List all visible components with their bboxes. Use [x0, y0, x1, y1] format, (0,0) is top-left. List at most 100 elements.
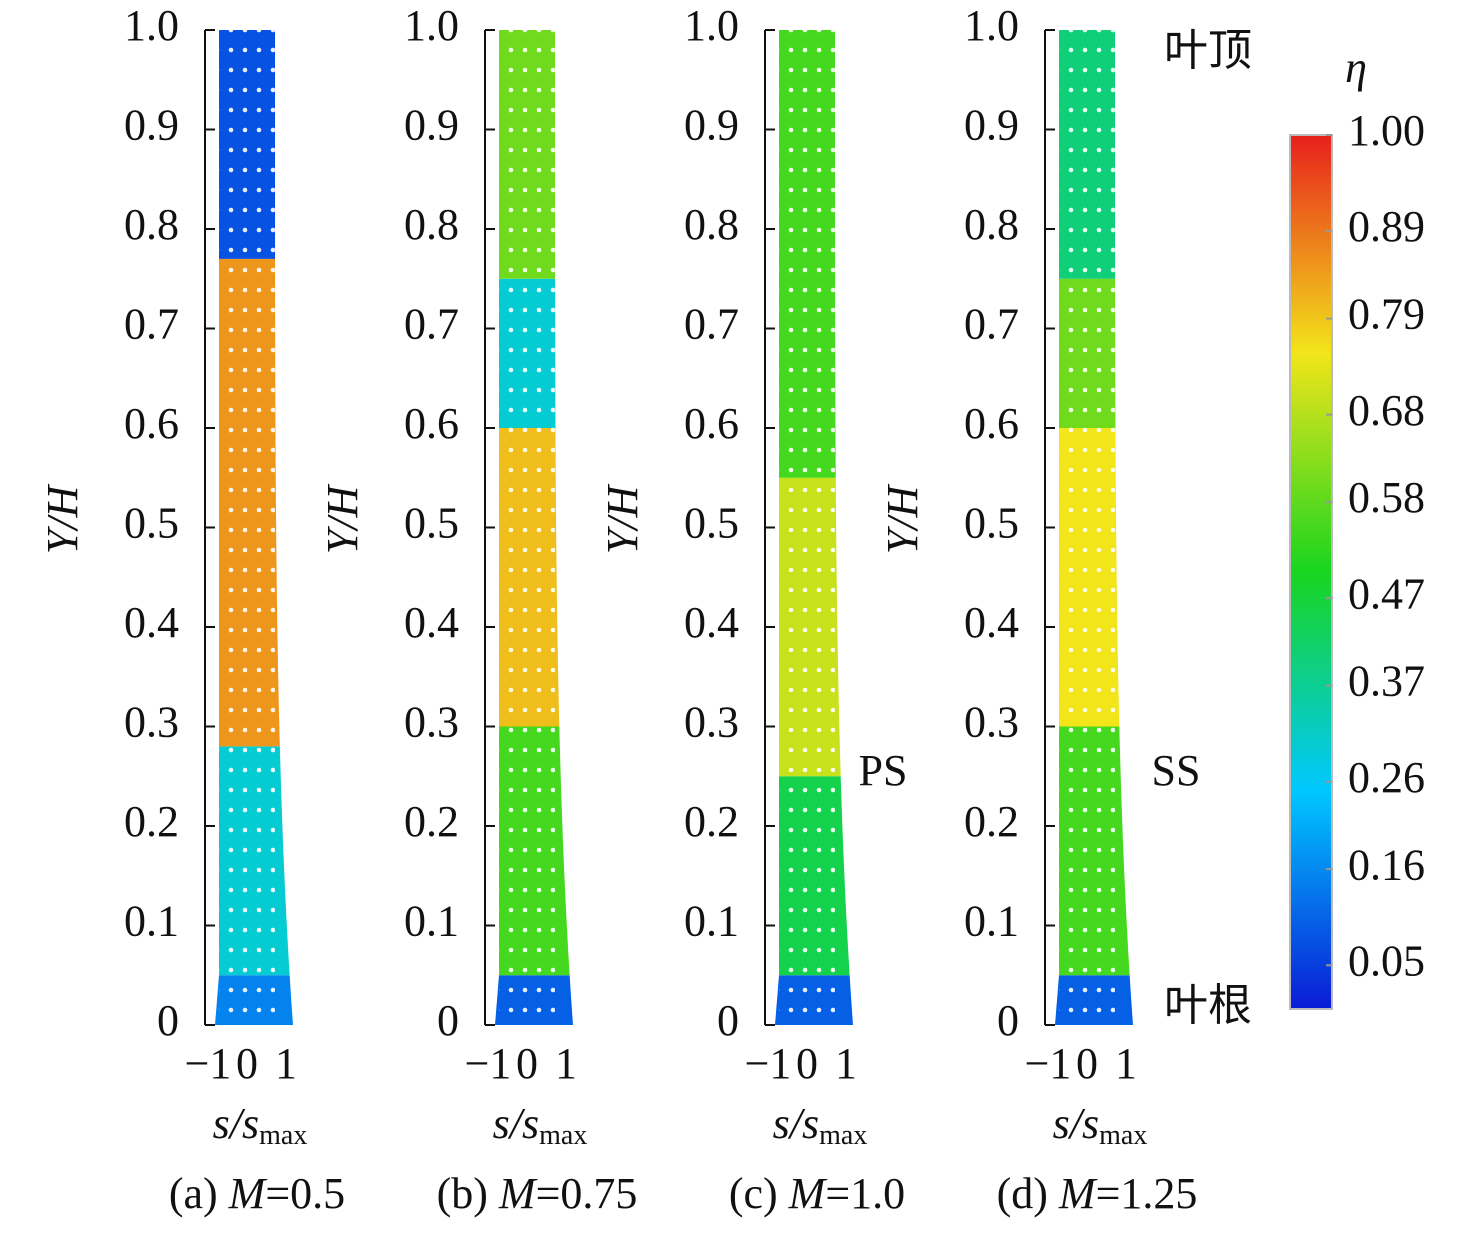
y-tick-label: 0.9: [684, 101, 739, 150]
x-label-sub: max: [539, 1120, 587, 1151]
x-axis-label: s/smax: [1053, 1099, 1148, 1151]
caption-value: 1.0: [850, 1169, 905, 1218]
y-tick-label: 0.8: [684, 200, 739, 249]
y-tick-label: 0: [157, 996, 179, 1045]
caption-param: M: [498, 1169, 538, 1218]
x-tick-label: −1: [465, 1039, 512, 1088]
caption-space: [1048, 1169, 1059, 1218]
x-tick-label: 0: [796, 1039, 818, 1088]
caption-space: [488, 1169, 499, 1218]
x-label-main: s/s: [213, 1099, 259, 1148]
colorbar: [1289, 134, 1333, 1010]
y-tick-label: 0.2: [404, 797, 459, 846]
y-tick-label: 0.6: [684, 399, 739, 448]
colorbar-tick-label: 0.58: [1348, 473, 1425, 522]
contour-panel: [1055, 30, 1133, 1025]
y-axis-label: Y/H: [318, 484, 367, 555]
colorbar-tick-label: 1.00: [1348, 106, 1425, 155]
annotation: SS: [1152, 746, 1201, 795]
cooling-holes: [499, 30, 555, 1025]
y-tick-label: 0.7: [124, 300, 179, 349]
x-axis-label: s/smax: [493, 1099, 588, 1151]
x-tick-label: 1: [1115, 1039, 1137, 1088]
colorbar-tick-label: 0.16: [1348, 840, 1425, 889]
x-label-main: s/s: [493, 1099, 539, 1148]
x-tick-label: 1: [275, 1039, 297, 1088]
y-axis-label: Y/H: [878, 484, 927, 555]
y-tick-label: 0.5: [404, 499, 459, 548]
caption-equals: =: [1096, 1169, 1121, 1218]
caption-tag: (a): [169, 1169, 218, 1218]
cooling-holes: [779, 30, 835, 1025]
colorbar-tick-label: 0.68: [1348, 386, 1425, 435]
x-axis-label: s/smax: [773, 1099, 868, 1151]
y-tick-label: 0.3: [684, 698, 739, 747]
y-tick-label: 1.0: [124, 1, 179, 50]
y-tick-label: 0.5: [124, 499, 179, 548]
contour-panel: [215, 30, 293, 1025]
annotation: 叶根: [1164, 981, 1252, 1030]
y-tick-label: 0.5: [964, 499, 1019, 548]
x-tick-label: 0: [1076, 1039, 1098, 1088]
caption-value: 1.25: [1120, 1169, 1197, 1218]
caption-value: 0.5: [290, 1169, 345, 1218]
y-tick-label: 0.4: [964, 598, 1019, 647]
y-tick-label: 0: [437, 996, 459, 1045]
y-axis-label: Y/H: [598, 484, 647, 555]
x-axis-label: s/smax: [213, 1099, 308, 1151]
x-tick-label: 1: [555, 1039, 577, 1088]
y-tick-label: 0.4: [404, 598, 459, 647]
colorbar-tick-label: 0.89: [1348, 202, 1425, 251]
y-tick-label: 0.9: [404, 101, 459, 150]
caption-param: M: [1058, 1169, 1098, 1218]
caption-value: 0.75: [560, 1169, 637, 1218]
y-axis-label: Y/H: [38, 484, 87, 555]
caption-tag: (d): [997, 1169, 1048, 1218]
caption-equals: =: [265, 1169, 290, 1218]
colorbar-tick-label: 0.37: [1348, 657, 1425, 706]
x-tick-label: 0: [236, 1039, 258, 1088]
caption-space: [778, 1169, 789, 1218]
y-tick-label: 0: [997, 996, 1019, 1045]
caption-equals: =: [536, 1169, 561, 1218]
x-tick-label: −1: [1025, 1039, 1072, 1088]
x-label-main: s/s: [773, 1099, 819, 1148]
x-tick-label: 0: [516, 1039, 538, 1088]
y-tick-label: 0.2: [124, 797, 179, 846]
caption-equals: =: [825, 1169, 850, 1218]
y-tick-label: 0.8: [404, 200, 459, 249]
x-label-sub: max: [819, 1120, 867, 1151]
y-tick-label: 0.6: [404, 399, 459, 448]
y-tick-label: 0: [717, 996, 739, 1045]
colorbar-tick-label: 0.05: [1348, 936, 1425, 985]
y-tick-label: 0.7: [684, 300, 739, 349]
panel-caption: (a) M=0.5: [169, 1169, 345, 1218]
y-tick-label: 0.3: [124, 698, 179, 747]
panel-caption: (d) M=1.25: [997, 1169, 1198, 1218]
y-tick-label: 0.7: [404, 300, 459, 349]
y-tick-label: 1.0: [684, 1, 739, 50]
y-tick-label: 0.4: [124, 598, 179, 647]
colorbar-tick-label: 0.47: [1348, 569, 1425, 618]
y-tick-label: 0.3: [404, 698, 459, 747]
y-tick-label: 0.9: [964, 101, 1019, 150]
colorbar-label: η: [1345, 43, 1367, 92]
caption-space: [218, 1169, 229, 1218]
contour-panel: [775, 30, 853, 1025]
caption-param: M: [788, 1169, 828, 1218]
x-label-sub: max: [259, 1120, 307, 1151]
x-label-main: s/s: [1053, 1099, 1099, 1148]
y-tick-label: 0.2: [684, 797, 739, 846]
y-tick-label: 0.1: [964, 897, 1019, 946]
annotation: PS: [859, 746, 908, 795]
cooling-holes: [1059, 30, 1115, 1025]
y-tick-label: 0.9: [124, 101, 179, 150]
annotation: 叶顶: [1164, 26, 1252, 75]
caption-tag: (b): [437, 1169, 488, 1218]
caption-tag: (c): [729, 1169, 778, 1218]
colorbar-tick-label: 0.79: [1348, 290, 1425, 339]
y-tick-label: 0.6: [124, 399, 179, 448]
y-tick-label: 0.1: [404, 897, 459, 946]
y-tick-label: 0.8: [124, 200, 179, 249]
